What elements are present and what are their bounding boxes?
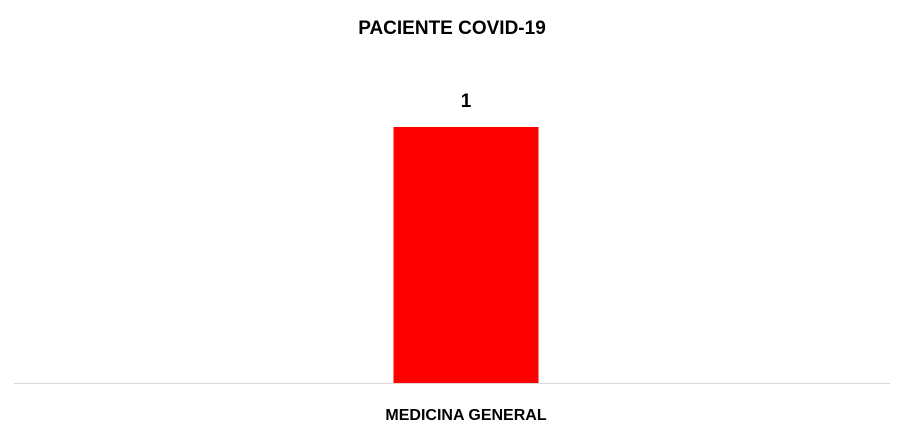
x-tick-label: MEDICINA GENERAL (385, 407, 546, 424)
chart-title: PACIENTE COVID-19 (358, 18, 546, 39)
data-label: 1 (461, 91, 472, 112)
bar (393, 127, 539, 383)
